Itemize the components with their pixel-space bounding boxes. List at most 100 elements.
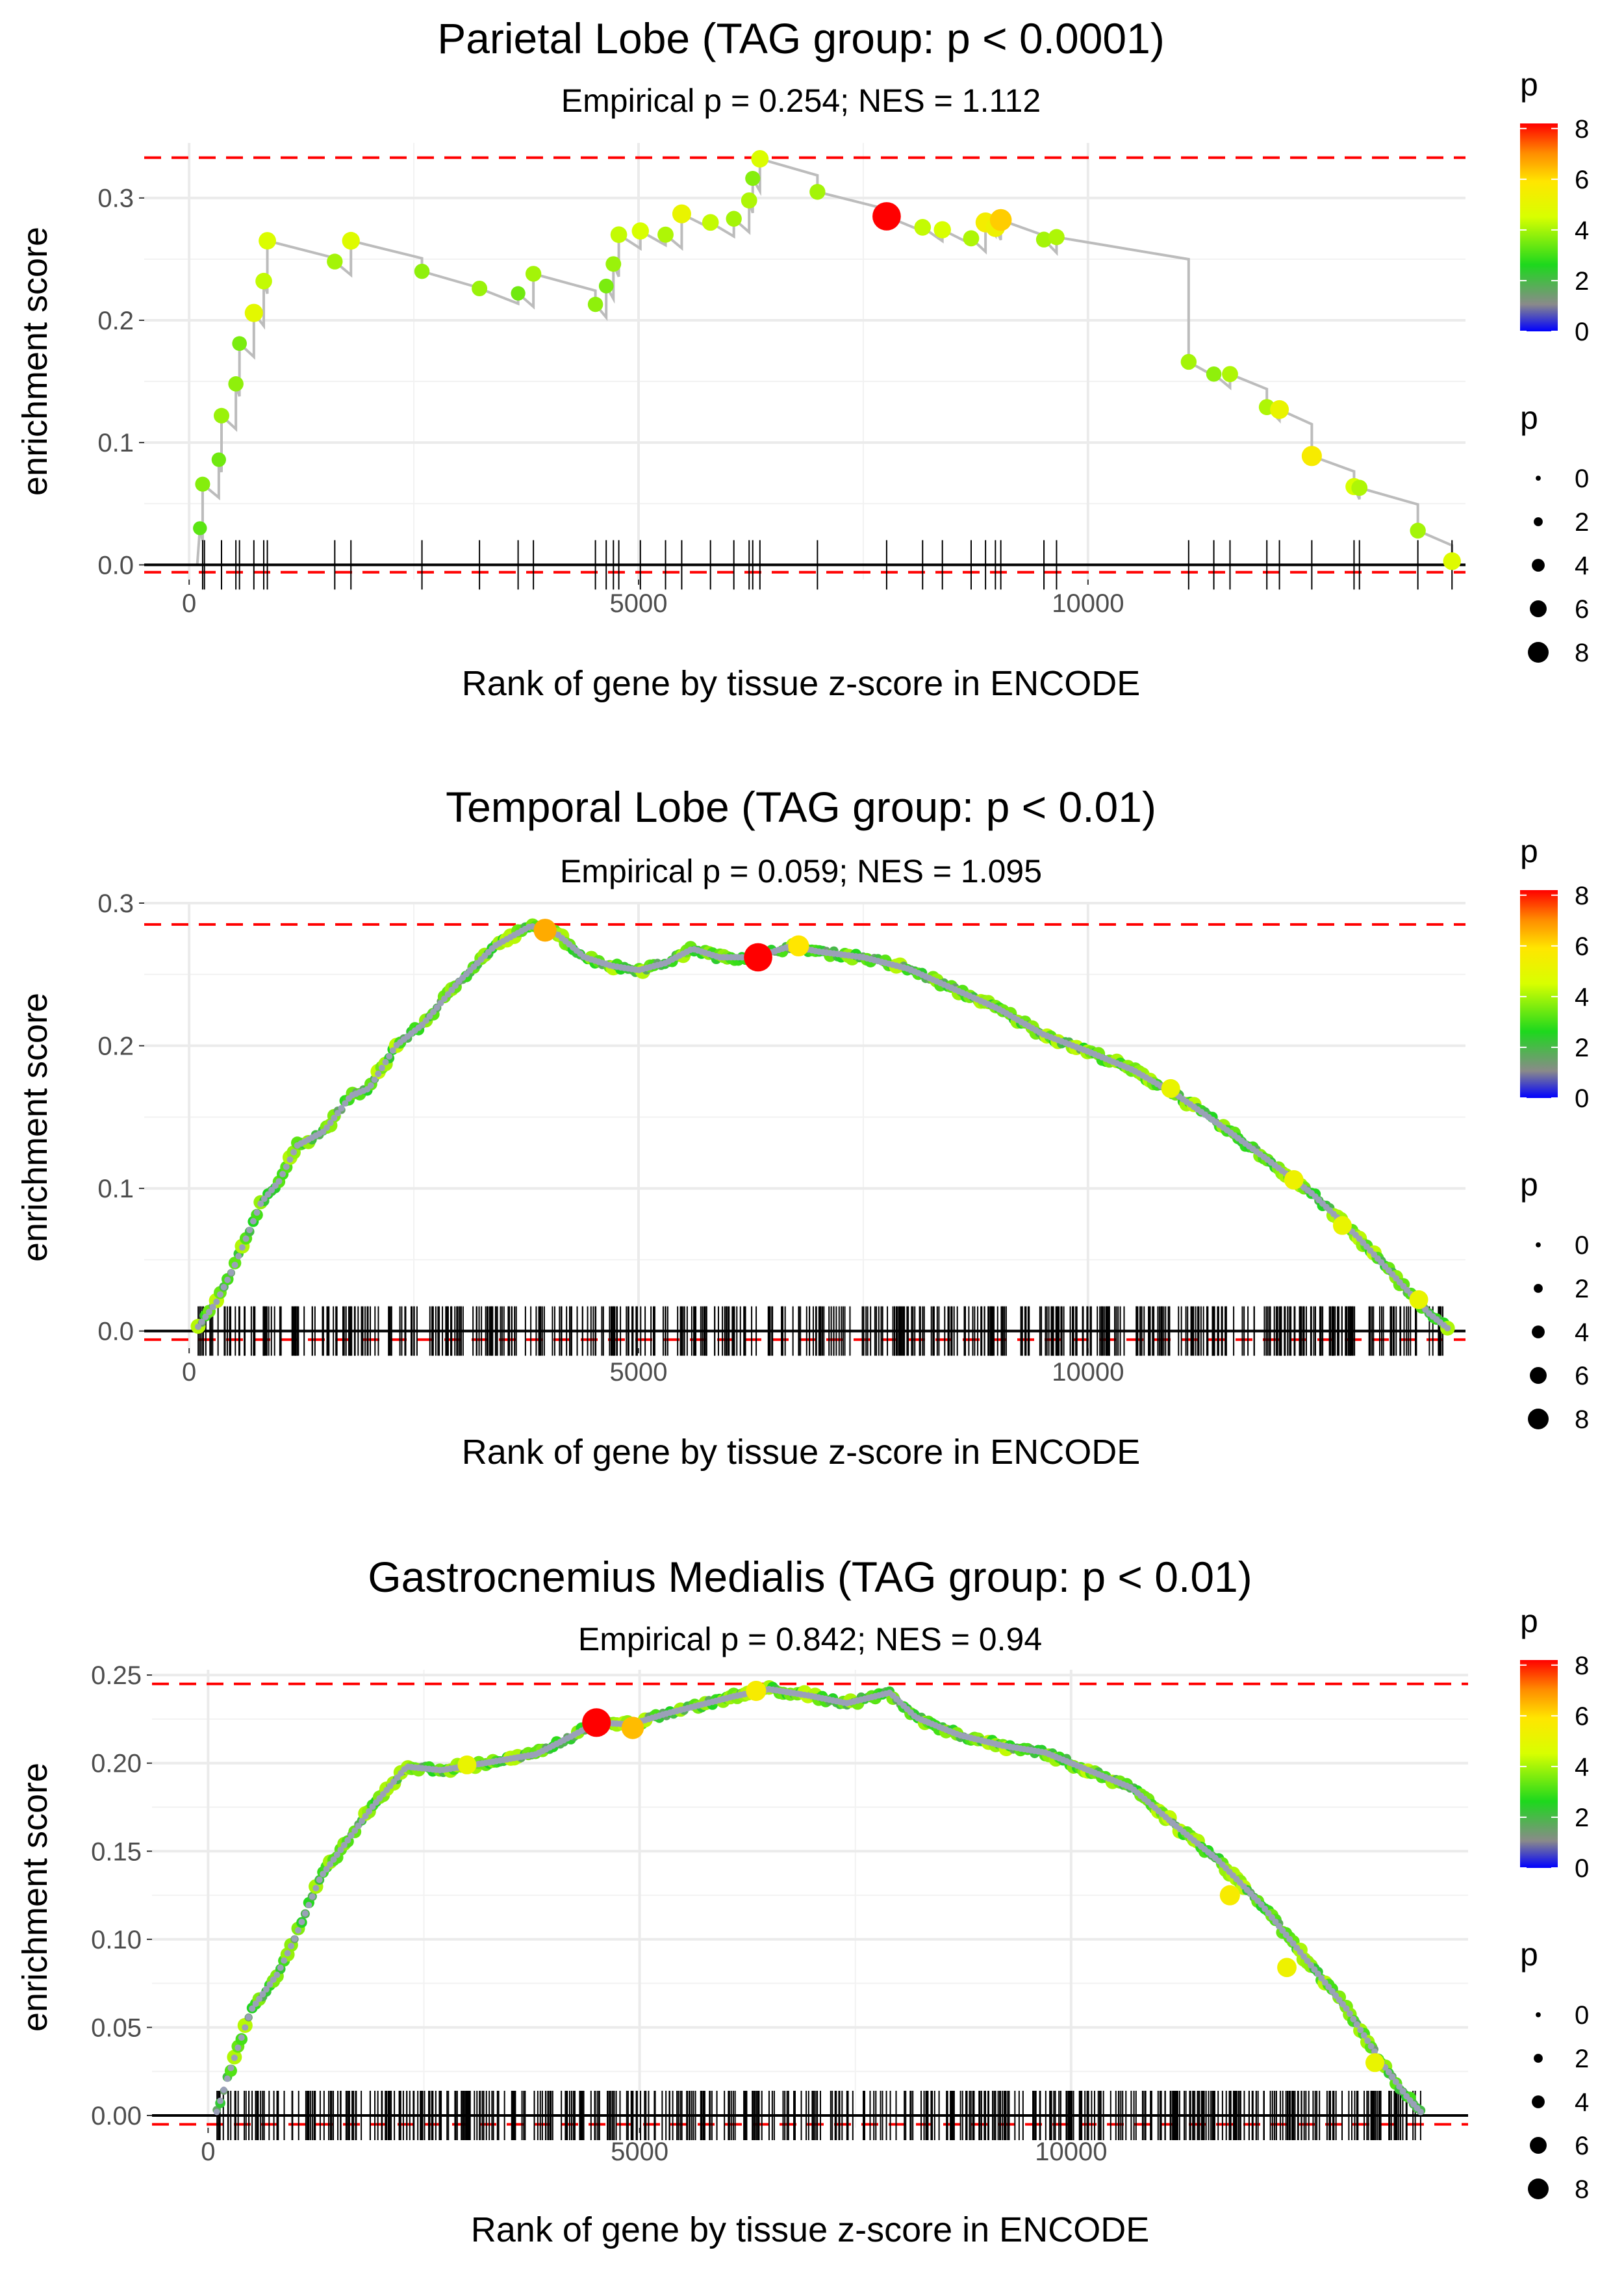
gene-point: [279, 1171, 286, 1178]
gene-point: [1409, 1290, 1428, 1309]
gene-point: [323, 1865, 330, 1872]
gene-point: [216, 1291, 223, 1298]
gene-point: [351, 1827, 359, 1834]
size-legend-dot: [1530, 600, 1547, 617]
gene-point: [338, 1105, 345, 1112]
legend-gastrocnemius: p 0 2 4 6 8 p 0 2 4 6 8: [1520, 1603, 1589, 2204]
gene-point: [213, 2108, 220, 2115]
plot-area: 0 5000 10000 0.00 0.05 0.10 0.15 0.20 0.25: [91, 1661, 1468, 2166]
gene-point: [1258, 1901, 1265, 1908]
gene-point: [1307, 1961, 1314, 1969]
gene-point: [330, 1856, 337, 1863]
gene-point: [1399, 2088, 1406, 2095]
gene-point: [342, 1100, 349, 1107]
gene-point: [238, 2034, 245, 2041]
gene-point: [312, 1885, 320, 1892]
color-legend-label: 2: [1575, 267, 1589, 296]
gene-point: [348, 1832, 355, 1839]
y-tick-label: 0.05: [91, 2013, 142, 2042]
size-legend-label: 4: [1575, 2088, 1589, 2117]
gene-point: [320, 1129, 327, 1136]
size-legend-label: 2: [1575, 508, 1589, 537]
gene-point: [989, 209, 1012, 231]
color-legend-label: 6: [1575, 1702, 1589, 1731]
size-legend-dot: [1530, 1367, 1547, 1384]
chart-subtitle: Empirical p = 0.842; NES = 0.94: [578, 1621, 1042, 1657]
gene-point: [334, 1110, 341, 1117]
y-tick-label: 0.0: [97, 551, 134, 580]
gene-point: [382, 1058, 389, 1066]
gene-point: [389, 1047, 396, 1054]
gene-point: [1304, 1958, 1311, 1965]
size-legend-dot: [1528, 642, 1549, 663]
y-tick-label: 0.00: [91, 2102, 142, 2130]
gene-point: [1443, 552, 1461, 570]
gene-point: [284, 1950, 291, 1957]
gene-point: [1353, 2021, 1360, 2028]
gene-point: [217, 2097, 224, 2104]
gene-point: [375, 1070, 382, 1077]
gene-point: [264, 1191, 272, 1198]
gene-point: [451, 982, 459, 990]
color-legend-bar: [1520, 890, 1558, 1098]
size-legend-dot: [1532, 2095, 1545, 2108]
size-legend-dot: [1534, 517, 1543, 526]
gene-point: [963, 230, 980, 247]
plot-area: 0 5000 10000 0.0 0.1 0.2 0.3: [97, 889, 1465, 1386]
size-legend-dot: [1536, 2012, 1541, 2017]
gene-point: [344, 1837, 351, 1844]
gene-point: [362, 1813, 369, 1820]
gene-point: [605, 256, 622, 272]
gene-point: [1311, 1966, 1318, 1973]
gene-point: [242, 1235, 249, 1242]
color-legend-label: 2: [1575, 1804, 1589, 1832]
gene-point: [367, 1082, 374, 1089]
gene-point: [1297, 1948, 1304, 1956]
color-legend-label: 0: [1575, 318, 1589, 346]
gene-point: [235, 2044, 242, 2051]
gene-point: [273, 1971, 281, 1978]
gene-point: [426, 1013, 433, 1020]
gene-point: [366, 1808, 373, 1815]
gene-point: [448, 986, 455, 993]
y-tick-label: 0.1: [97, 429, 134, 457]
gene-point: [746, 1680, 767, 1702]
gene-point: [272, 1182, 279, 1189]
y-axis-label: enrichment score: [16, 1763, 55, 2032]
gene-point: [1048, 229, 1065, 246]
gene-point: [1389, 2073, 1396, 2080]
panel-temporal-lobe: Temporal Lobe (TAG group: p < 0.01) Empi…: [16, 783, 1465, 1472]
gene-point: [1364, 2038, 1371, 2045]
panel-gastrocnemius-medialis: Gastrocnemius Medialis (TAG group: p < 0…: [16, 1553, 1468, 2249]
gene-point: [525, 266, 542, 282]
gene-point: [422, 1017, 429, 1024]
gene-point: [266, 1981, 273, 1988]
legend-temporal: p 0 2 4 6 8 p 0 2 4 6 8: [1520, 833, 1589, 1434]
x-tick-label: 10000: [1052, 1358, 1124, 1386]
size-legend-label: 2: [1575, 2045, 1589, 2073]
gene-point: [419, 1021, 426, 1028]
gene-point: [231, 1261, 238, 1268]
size-legend-label: 0: [1575, 465, 1589, 493]
size-legend-title: p: [1520, 1166, 1538, 1203]
gene-point: [214, 407, 229, 424]
color-legend-label: 4: [1575, 983, 1589, 1012]
gene-point: [1219, 1885, 1240, 1906]
legend-parietal: p 0 2 4 6 8 p 0 2 4 6 8: [1520, 66, 1589, 667]
color-legend-title: p: [1520, 833, 1538, 869]
gene-point: [195, 476, 210, 492]
gene-point: [1284, 1170, 1304, 1190]
size-legend-label: 0: [1575, 1231, 1589, 1260]
gene-point: [672, 204, 691, 224]
gene-point: [249, 2005, 256, 2012]
color-legend-label: 8: [1575, 1652, 1589, 1680]
gene-point: [744, 943, 772, 972]
gene-point: [286, 1156, 294, 1163]
color-legend-label: 0: [1575, 1854, 1589, 1883]
size-legend-dot: [1528, 2178, 1549, 2199]
gene-point: [430, 1008, 437, 1016]
gene-point: [444, 991, 451, 998]
x-axis-label: Rank of gene by tissue z-score in ENCODE: [462, 664, 1140, 703]
gene-point: [1365, 2053, 1385, 2073]
gene-point: [1222, 366, 1238, 383]
